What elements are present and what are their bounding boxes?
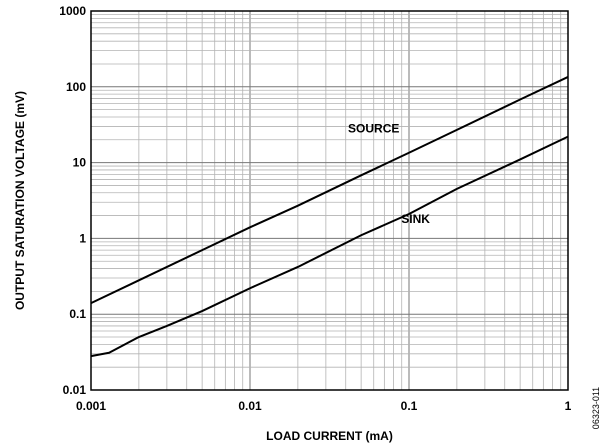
x-tick-label: 0.01 xyxy=(238,399,262,413)
y-tick-label: 1000 xyxy=(59,4,86,18)
plot-frame xyxy=(90,10,569,391)
series-line-source xyxy=(90,76,569,305)
series-layer xyxy=(90,76,569,358)
tick-labels: 0.001 0.01 0.1 1 0.01 0.1 1 10 100 1000 xyxy=(59,4,571,413)
series-line-sink xyxy=(90,135,569,358)
y-tick-label: 0.1 xyxy=(69,307,86,321)
y-tick-label: 0.01 xyxy=(63,383,87,397)
x-tick-label: 1 xyxy=(565,399,572,413)
x-tick-label: 0.001 xyxy=(76,399,106,413)
y-axis-title: OUTPUT SATURATION VOLTAGE (mV) xyxy=(13,91,27,310)
y-tick-label: 1 xyxy=(79,231,86,245)
grid xyxy=(91,11,568,390)
x-tick-label: 0.1 xyxy=(401,399,418,413)
figure-id: 06323-011 xyxy=(591,387,601,429)
y-tick-label: 10 xyxy=(73,156,87,170)
annotation-sink: SINK xyxy=(401,212,430,226)
x-axis-title: LOAD CURRENT (mA) xyxy=(266,429,393,443)
annotations: SOURCE SINK xyxy=(348,121,430,225)
annotation-source: SOURCE xyxy=(348,121,399,135)
y-tick-label: 100 xyxy=(66,80,86,94)
